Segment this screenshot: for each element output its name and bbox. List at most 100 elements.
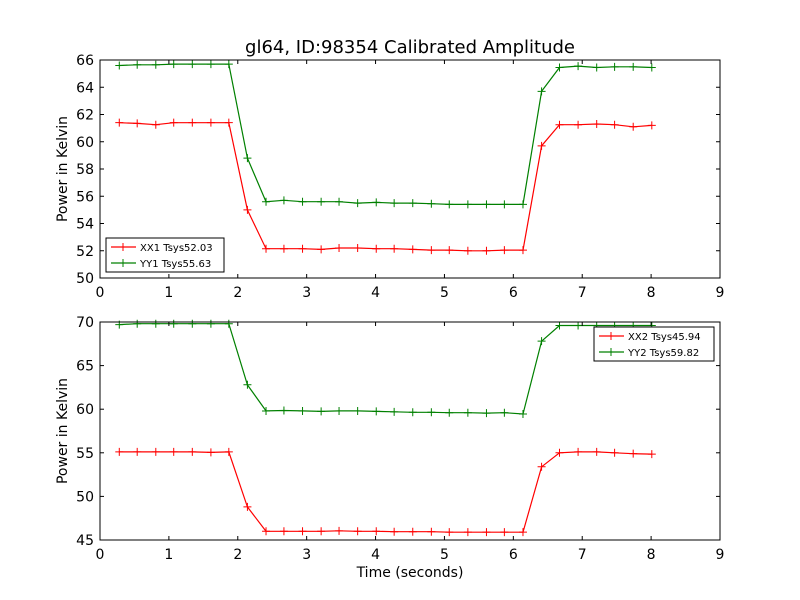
x-tick-label: 3 — [302, 547, 311, 563]
x-tick-label: 8 — [647, 547, 656, 563]
data-point-marker — [390, 244, 399, 253]
data-point-marker — [224, 447, 233, 456]
data-point-marker — [372, 244, 381, 253]
x-tick-label: 9 — [716, 285, 725, 301]
data-point-marker — [243, 154, 252, 163]
data-point-marker — [482, 200, 491, 209]
data-point-marker — [592, 447, 601, 456]
data-point-marker — [262, 197, 271, 206]
data-point-marker — [335, 526, 344, 535]
y-tick-label: 50 — [76, 489, 94, 505]
data-point-marker — [574, 447, 583, 456]
legend-marker-1 — [119, 243, 127, 251]
data-point-marker — [151, 120, 160, 129]
data-point-marker — [243, 205, 252, 214]
x-tick-label: 2 — [233, 285, 242, 301]
data-point-marker — [629, 62, 638, 71]
legend-marker-2 — [119, 259, 127, 267]
data-point-marker — [629, 449, 638, 458]
chart-title: gl64, ID:98354 Calibrated Amplitude — [245, 37, 575, 58]
y-axis-label: Power in Kelvin — [55, 116, 71, 222]
y-axis-label: Power in Kelvin — [55, 378, 71, 484]
data-point-marker — [206, 118, 215, 127]
x-tick-label: 0 — [96, 285, 105, 301]
data-point-marker — [243, 502, 252, 511]
legend-marker-1 — [607, 332, 615, 340]
data-point-marker — [574, 120, 583, 129]
data-point-marker — [482, 528, 491, 537]
data-point-marker — [500, 528, 509, 537]
data-point-marker — [151, 60, 160, 69]
data-point-marker — [610, 120, 619, 129]
data-point-marker — [151, 319, 160, 328]
data-point-marker — [188, 447, 197, 456]
data-point-marker — [133, 60, 142, 69]
legend-label-1: XX1 Tsys52.03 — [140, 243, 213, 254]
data-point-marker — [206, 60, 215, 69]
x-tick-label: 4 — [371, 285, 380, 301]
x-tick-label: 3 — [302, 285, 311, 301]
data-point-marker — [372, 527, 381, 536]
y-tick-label: 50 — [76, 271, 94, 287]
data-point-marker — [353, 244, 362, 253]
axes-frame — [99, 321, 721, 541]
data-point-marker — [169, 447, 178, 456]
data-point-marker — [647, 450, 656, 459]
x-tick-label: 0 — [96, 547, 105, 563]
data-point-marker — [279, 196, 288, 205]
data-point-marker — [427, 527, 436, 536]
data-point-marker — [262, 406, 271, 415]
x-tick-label: 1 — [164, 285, 173, 301]
data-point-marker — [169, 319, 178, 328]
data-point-marker — [298, 527, 307, 536]
data-point-marker — [574, 62, 583, 71]
data-point-marker — [463, 246, 472, 255]
y-tick-label: 58 — [76, 162, 94, 178]
data-point-marker — [555, 120, 564, 129]
y-tick-label: 56 — [76, 189, 94, 205]
data-point-marker — [279, 527, 288, 536]
data-point-marker — [353, 199, 362, 208]
data-point-marker — [427, 408, 436, 417]
y-tick-label: 64 — [76, 80, 94, 96]
y-tick-label: 62 — [76, 108, 94, 124]
data-point-marker — [482, 409, 491, 418]
data-point-marker — [133, 319, 142, 328]
data-point-marker — [518, 246, 527, 255]
data-point-marker — [169, 60, 178, 69]
data-point-marker — [298, 406, 307, 415]
y-tick-label: 60 — [76, 135, 94, 151]
legend-box — [593, 326, 715, 362]
data-point-marker — [445, 200, 454, 209]
y-tick-label: 66 — [76, 53, 94, 69]
data-point-marker — [574, 321, 583, 330]
x-tick-label: 6 — [509, 547, 518, 563]
data-point-marker — [372, 407, 381, 416]
legend-box — [105, 237, 225, 273]
data-point-marker — [353, 406, 362, 415]
data-point-marker — [206, 319, 215, 328]
data-point-marker — [390, 199, 399, 208]
data-point-marker — [262, 527, 271, 536]
data-point-marker — [224, 118, 233, 127]
legend-marker-2 — [607, 348, 615, 356]
data-point-marker — [243, 380, 252, 389]
y-tick-label: 52 — [76, 244, 94, 260]
data-point-marker — [537, 337, 546, 346]
data-point-marker — [537, 87, 546, 96]
data-point-marker — [463, 408, 472, 417]
data-point-marker — [500, 246, 509, 255]
data-point-marker — [224, 60, 233, 69]
data-point-marker — [390, 407, 399, 416]
data-point-marker — [151, 447, 160, 456]
x-tick-label: 9 — [716, 547, 725, 563]
data-point-marker — [169, 118, 178, 127]
data-point-marker — [592, 63, 601, 72]
x-tick-label: 7 — [578, 547, 587, 563]
data-point-marker — [188, 319, 197, 328]
data-point-marker — [445, 246, 454, 255]
legend-label-2: YY1 Tsys55.63 — [139, 259, 211, 270]
